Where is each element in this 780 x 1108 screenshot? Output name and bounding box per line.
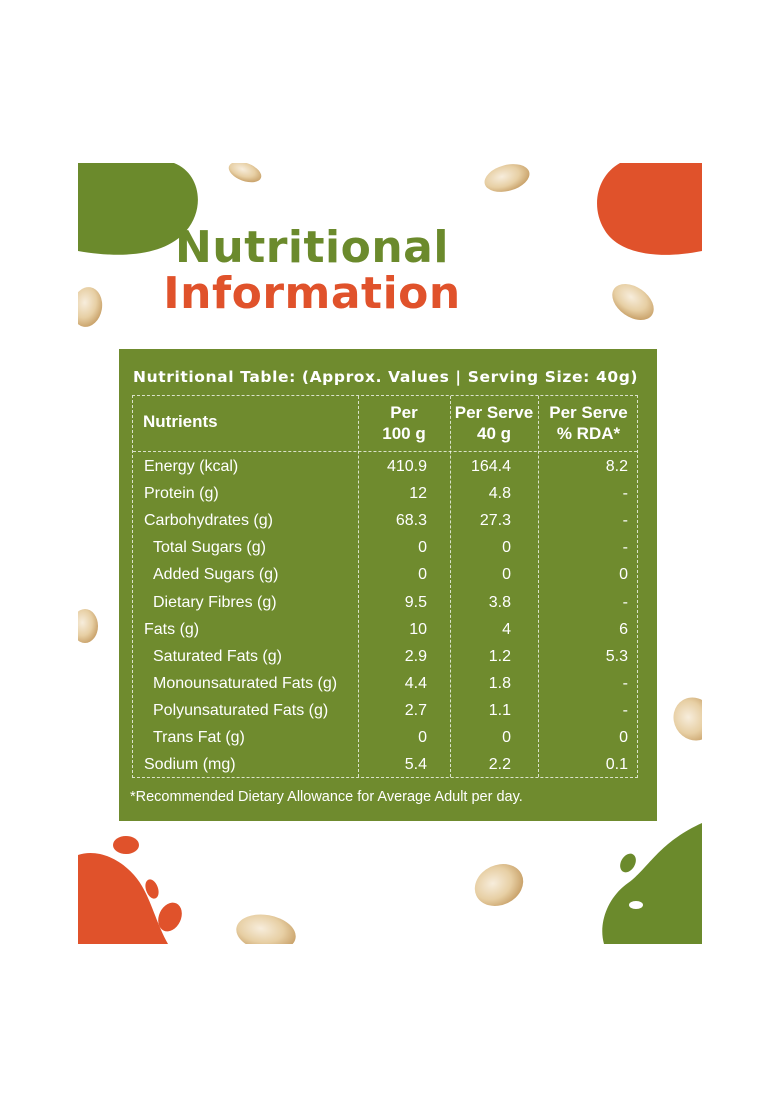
value-per-serve: 0 bbox=[502, 729, 511, 746]
header-per-serve: Per Serve 40 g bbox=[454, 403, 534, 443]
table-heading: Nutritional Table: (Approx. Values | Ser… bbox=[133, 368, 639, 386]
value-rda: - bbox=[622, 539, 628, 557]
value-rda: 6 bbox=[619, 620, 628, 638]
column-divider bbox=[358, 396, 359, 777]
table-row: Energy (kcal) 410.9 164.4 8.2 bbox=[133, 454, 637, 481]
table-row: Trans Fat (g) 0 0 0 bbox=[133, 725, 637, 752]
value-per-100g: 9.5 bbox=[404, 593, 427, 611]
table-row: Monounsaturated Fats (g) 4.4 1.8 - bbox=[133, 671, 637, 698]
value-per-serve: 0 bbox=[502, 539, 511, 557]
title-line-1: Nutritional bbox=[175, 222, 449, 273]
table-row: Added Sugars (g) 0 0 0 bbox=[133, 562, 637, 589]
value-per-serve: 1.1 bbox=[488, 701, 511, 719]
value-per-serve: 0 bbox=[502, 566, 511, 584]
value-per-100g: 5.4 bbox=[404, 756, 427, 774]
value-rda: - bbox=[622, 674, 628, 692]
value-per-100g: 68.3 bbox=[395, 512, 427, 530]
nutrient-name: Saturated Fats (g) bbox=[153, 647, 282, 665]
oat-flake bbox=[467, 856, 531, 914]
header-divider bbox=[133, 451, 637, 452]
value-rda: - bbox=[622, 593, 628, 611]
value-per-100g: 2.9 bbox=[404, 647, 427, 665]
green-blob-top-left bbox=[78, 163, 198, 255]
value-per-100g: 0 bbox=[418, 729, 427, 746]
green-blob-bottom-right bbox=[602, 823, 702, 944]
nutrient-name: Carbohydrates (g) bbox=[144, 512, 273, 530]
value-per-100g: 0 bbox=[418, 566, 427, 584]
nutrient-name: Total Sugars (g) bbox=[153, 539, 266, 557]
value-per-serve: 164.4 bbox=[470, 458, 511, 475]
nutrient-name: Monounsaturated Fats (g) bbox=[153, 674, 338, 692]
value-rda: 0.1 bbox=[605, 756, 628, 774]
table-row: Fats (g) 10 4 6 bbox=[133, 617, 637, 644]
value-per-serve: 1.2 bbox=[488, 647, 511, 665]
table-row: Protein (g) 12 4.8 - bbox=[133, 481, 637, 508]
orange-splash-bottom-left bbox=[78, 836, 182, 944]
table-row: Polyunsaturated Fats (g) 2.7 1.1 - bbox=[133, 698, 637, 725]
value-rda: 0 bbox=[619, 729, 628, 746]
nutrient-name: Sodium (mg) bbox=[144, 756, 236, 774]
value-per-100g: 410.9 bbox=[386, 458, 427, 475]
table-row: Carbohydrates (g) 68.3 27.3 - bbox=[133, 508, 637, 535]
oat-flake bbox=[481, 163, 533, 197]
value-per-100g: 2.7 bbox=[404, 701, 427, 719]
value-per-100g: 4.4 bbox=[404, 674, 427, 692]
nutrient-name: Trans Fat (g) bbox=[153, 729, 245, 746]
nutrient-name: Energy (kcal) bbox=[144, 458, 239, 475]
table-row: Sodium (mg) 5.4 2.2 0.1 bbox=[133, 752, 637, 779]
nutrition-panel: Nutritional Table: (Approx. Values | Ser… bbox=[119, 349, 657, 821]
header-rda: Per Serve% RDA* bbox=[549, 403, 628, 443]
table-row: Saturated Fats (g) 2.9 1.2 5.3 bbox=[133, 644, 637, 671]
value-rda: - bbox=[622, 701, 628, 719]
table-row: Total Sugars (g) 0 0 - bbox=[133, 535, 637, 562]
value-per-serve: 2.2 bbox=[488, 756, 511, 774]
title-line-2: Information bbox=[163, 268, 461, 319]
value-per-serve: 3.8 bbox=[488, 593, 511, 611]
nutrient-name: Fats (g) bbox=[144, 620, 200, 638]
oat-flake bbox=[233, 910, 299, 944]
header-per-100g: Per 100 g bbox=[382, 403, 426, 443]
column-divider bbox=[450, 396, 451, 777]
value-per-100g: 0 bbox=[418, 539, 427, 557]
nutrient-name: Protein (g) bbox=[144, 485, 219, 503]
value-per-serve: 4 bbox=[502, 620, 511, 638]
oat-flake bbox=[225, 163, 265, 187]
header-nutrients: Nutrients bbox=[143, 412, 218, 431]
value-rda: - bbox=[622, 512, 628, 530]
oat-flake bbox=[78, 609, 98, 643]
table-row: Dietary Fibres (g) 9.5 3.8 - bbox=[133, 590, 637, 617]
value-rda: - bbox=[622, 485, 628, 503]
value-per-serve: 4.8 bbox=[488, 485, 511, 503]
value-rda: 5.3 bbox=[605, 647, 628, 665]
value-rda: 8.2 bbox=[605, 458, 628, 475]
nutrient-name: Dietary Fibres (g) bbox=[153, 593, 277, 611]
oat-flake bbox=[665, 689, 702, 749]
nutrient-name: Polyunsaturated Fats (g) bbox=[153, 701, 329, 719]
column-divider bbox=[538, 396, 539, 777]
orange-blob-top-right bbox=[597, 163, 702, 255]
nutrient-name: Added Sugars (g) bbox=[153, 566, 279, 584]
value-per-serve: 27.3 bbox=[479, 512, 511, 530]
nutrition-table: Nutrients Per 100 g Per Serve 40 g Per Ser… bbox=[132, 395, 638, 778]
value-per-100g: 12 bbox=[409, 485, 427, 503]
footnote: *Recommended Dietary Allowance for Avera… bbox=[130, 789, 523, 805]
value-per-serve: 1.8 bbox=[488, 674, 511, 692]
value-per-100g: 10 bbox=[409, 620, 427, 638]
value-rda: 0 bbox=[619, 566, 628, 584]
